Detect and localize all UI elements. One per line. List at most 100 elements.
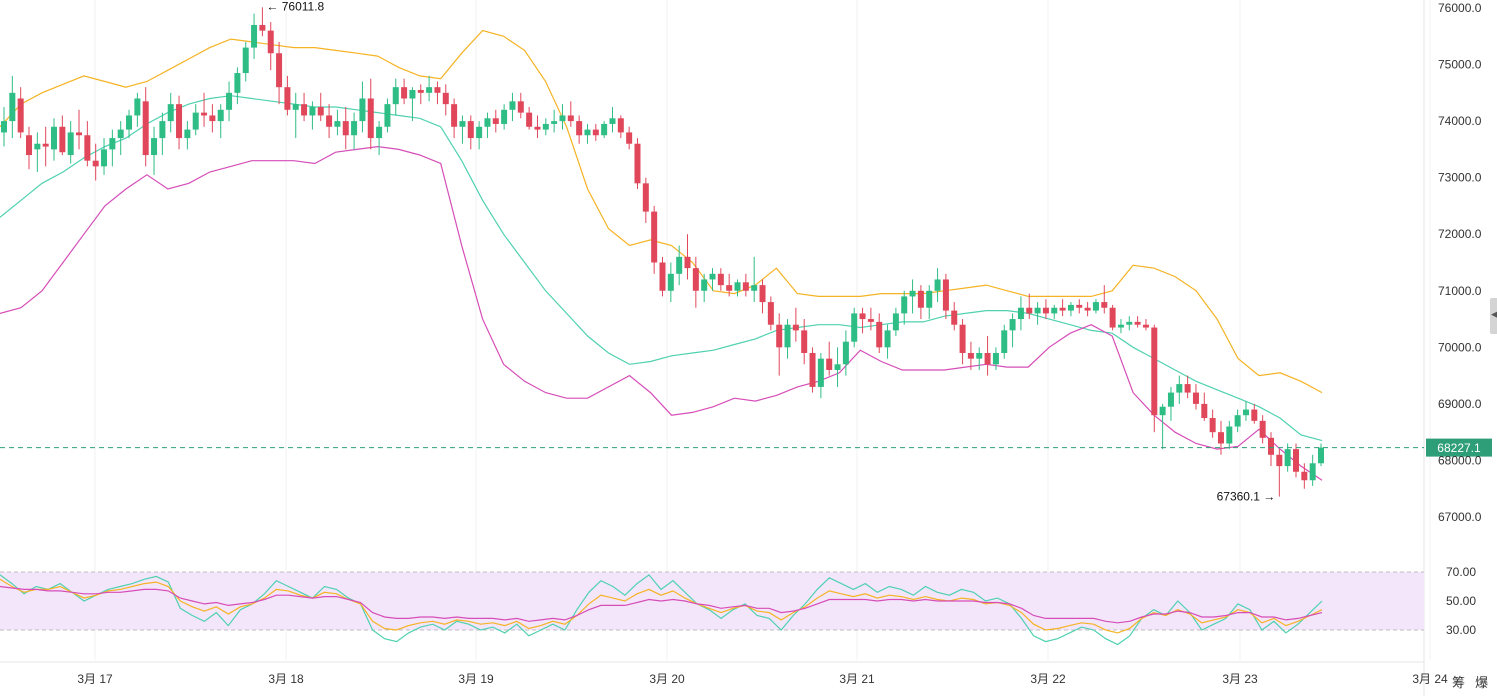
candle-body xyxy=(1067,304,1074,311)
candle xyxy=(1317,443,1325,467)
candle xyxy=(1076,299,1083,314)
candle-body xyxy=(326,115,333,127)
candle-body xyxy=(976,352,983,359)
y-axis: 76000.0 75000.0 74000.0 73000.0 72000.0 71000… xyxy=(1438,1,1482,637)
candle xyxy=(876,313,883,353)
y-tick-label: 67000.0 xyxy=(1438,510,1482,524)
candle-body xyxy=(1301,471,1308,481)
candle-body xyxy=(1167,392,1174,407)
candle-body xyxy=(1151,327,1158,416)
candle xyxy=(151,126,158,175)
candle xyxy=(76,109,83,150)
candle-body xyxy=(1292,449,1299,472)
candle xyxy=(667,262,674,303)
candle-body xyxy=(509,101,516,110)
x-axis: 3月 17 3月 18 3月 19 3月 20 3月 21 3月 22 3月 23 3月 24 xyxy=(77,672,1448,686)
oscillator-tick-label: 50.00 xyxy=(1446,594,1476,608)
candle xyxy=(1301,463,1308,489)
y-tick-label: 69000.0 xyxy=(1438,397,1482,411)
candle xyxy=(559,104,566,130)
candle xyxy=(1167,386,1174,421)
candle xyxy=(1026,293,1033,320)
candle-body xyxy=(317,106,324,116)
candle xyxy=(534,115,541,139)
candle xyxy=(734,279,741,297)
candle xyxy=(409,87,416,122)
candle xyxy=(426,75,433,102)
candle xyxy=(1067,302,1074,317)
last-price-tag xyxy=(1426,438,1492,457)
candle-body xyxy=(359,98,366,122)
candle-body xyxy=(351,121,358,136)
candle-body xyxy=(1201,403,1208,419)
candle xyxy=(484,112,491,139)
candle-body xyxy=(551,121,558,124)
candle-body xyxy=(92,160,99,167)
candle xyxy=(17,87,24,139)
candle-body xyxy=(834,364,841,370)
candle xyxy=(867,307,874,331)
candle xyxy=(651,205,658,274)
candle xyxy=(926,285,933,320)
candle xyxy=(1251,403,1258,424)
candle xyxy=(292,92,299,139)
candle xyxy=(742,273,749,297)
candle xyxy=(142,87,149,167)
candle-body xyxy=(934,279,941,291)
candle-body xyxy=(517,101,524,113)
candle xyxy=(376,121,383,156)
collapse-arrow-icon[interactable]: ◀ xyxy=(1490,298,1497,334)
oscillator-series-fast xyxy=(0,574,1323,646)
candle-body xyxy=(1142,324,1149,328)
candle xyxy=(676,245,683,286)
candle-body xyxy=(684,256,691,269)
candle-body xyxy=(559,115,566,122)
candle-body xyxy=(184,129,191,139)
candle xyxy=(51,118,58,161)
candle-body xyxy=(126,115,133,130)
candle xyxy=(817,352,824,399)
candle xyxy=(467,115,474,150)
candle xyxy=(992,347,999,370)
candle-body xyxy=(1026,307,1033,314)
candle-body xyxy=(1259,420,1266,438)
candle xyxy=(259,7,266,37)
candle xyxy=(784,319,791,359)
candle xyxy=(167,92,174,133)
candle-body xyxy=(192,112,199,130)
candle xyxy=(1017,296,1024,331)
candle-body xyxy=(292,104,299,110)
x-tick-label: 3月 18 xyxy=(268,672,304,686)
candle-body xyxy=(1084,307,1091,311)
candle xyxy=(117,121,124,156)
candle xyxy=(101,138,108,175)
candle-body xyxy=(434,87,441,93)
candle-body xyxy=(1209,418,1216,433)
candle xyxy=(1101,285,1108,314)
candle-body xyxy=(676,256,683,274)
candle-body xyxy=(342,121,349,136)
x-tick-label: 3月 19 xyxy=(458,672,494,686)
candle xyxy=(334,109,341,136)
candle xyxy=(1276,449,1283,497)
candle-body xyxy=(542,123,549,130)
candle-body xyxy=(26,135,33,156)
price-overlay: 68227.1 ← 76011.8 67360.1 → xyxy=(0,0,1492,504)
candle xyxy=(642,177,649,223)
candle-body xyxy=(717,273,724,286)
candle-body xyxy=(609,118,616,124)
candle-body xyxy=(1317,447,1325,464)
y-tick-label: 70000.0 xyxy=(1438,340,1482,354)
candle-body xyxy=(1217,432,1224,444)
candle xyxy=(542,118,549,136)
candle xyxy=(159,112,166,156)
candle-body xyxy=(734,282,741,291)
candle-body xyxy=(101,149,108,167)
candle-body xyxy=(759,285,766,303)
candle-body xyxy=(1076,304,1083,308)
candle-body xyxy=(301,104,308,116)
candle xyxy=(984,336,991,376)
oscillator-tick-label: 30.00 xyxy=(1446,623,1476,637)
candle-body xyxy=(267,30,274,54)
